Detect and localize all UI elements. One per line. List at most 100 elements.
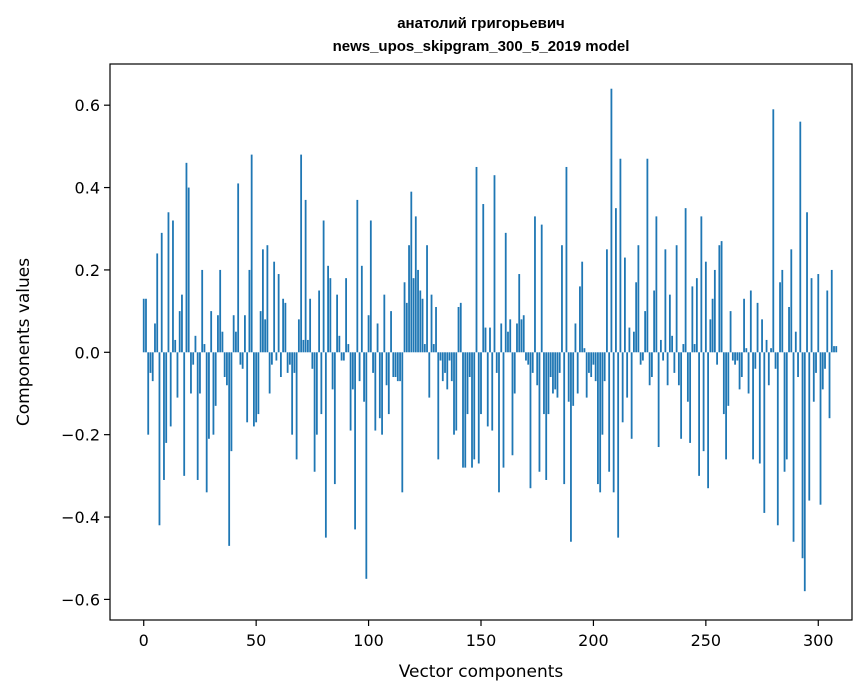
bar bbox=[214, 352, 217, 406]
bar bbox=[689, 352, 692, 443]
bar bbox=[691, 286, 694, 353]
chart-subtitle: news_upos_skipgram_300_5_2019 model bbox=[333, 38, 630, 55]
bar bbox=[223, 352, 226, 378]
bar bbox=[378, 352, 381, 419]
y-tick-label: −0.6 bbox=[61, 590, 100, 609]
bar bbox=[369, 220, 372, 353]
bar bbox=[633, 331, 635, 353]
bar bbox=[336, 294, 338, 353]
bar bbox=[410, 191, 413, 353]
bar bbox=[752, 352, 754, 460]
bar bbox=[473, 352, 476, 460]
bar bbox=[785, 352, 788, 460]
bar bbox=[673, 352, 676, 373]
bar bbox=[756, 302, 759, 353]
bar bbox=[446, 352, 449, 390]
bar bbox=[621, 352, 624, 423]
bar bbox=[653, 290, 656, 353]
bar bbox=[489, 327, 491, 353]
bar bbox=[228, 352, 231, 546]
x-axis-ticks: 0 50 100 150 200 250 300 bbox=[139, 620, 834, 650]
bar bbox=[707, 352, 709, 489]
bar bbox=[237, 183, 240, 353]
bar bbox=[572, 352, 575, 406]
bar bbox=[585, 352, 588, 398]
bar bbox=[176, 352, 179, 398]
bar bbox=[464, 352, 467, 468]
bar bbox=[484, 327, 487, 353]
bar bbox=[387, 352, 390, 415]
bar bbox=[304, 199, 307, 353]
bar bbox=[830, 269, 833, 353]
bar bbox=[360, 265, 363, 353]
bar bbox=[655, 216, 658, 353]
bar bbox=[259, 311, 262, 353]
bar bbox=[273, 261, 276, 353]
bar bbox=[547, 352, 550, 415]
bar bbox=[448, 352, 451, 361]
bar bbox=[212, 352, 215, 435]
bar bbox=[718, 245, 721, 353]
bar bbox=[781, 269, 784, 353]
bar bbox=[675, 245, 678, 353]
bar bbox=[716, 352, 718, 365]
bar bbox=[185, 162, 188, 353]
bar bbox=[738, 352, 741, 390]
bar bbox=[318, 290, 321, 353]
bar bbox=[241, 352, 244, 369]
bar bbox=[385, 352, 388, 386]
bar bbox=[713, 269, 716, 353]
bar bbox=[342, 352, 345, 361]
bar bbox=[617, 352, 620, 538]
bar bbox=[264, 319, 267, 353]
bar bbox=[527, 352, 530, 365]
bar bbox=[794, 331, 797, 353]
bar bbox=[743, 298, 745, 353]
bar bbox=[210, 311, 213, 353]
bar bbox=[498, 352, 500, 493]
bar bbox=[201, 269, 204, 353]
bar bbox=[491, 352, 494, 431]
bar bbox=[322, 220, 325, 353]
bar bbox=[462, 352, 464, 468]
bar bbox=[702, 352, 705, 452]
bar bbox=[797, 352, 799, 378]
bar bbox=[232, 315, 235, 353]
bar bbox=[722, 352, 725, 415]
bar bbox=[244, 315, 246, 353]
x-tick-label: 50 bbox=[246, 631, 266, 650]
bar bbox=[394, 352, 397, 378]
bar bbox=[615, 208, 617, 353]
bar bbox=[194, 335, 197, 353]
bar bbox=[525, 352, 527, 361]
bar bbox=[315, 352, 318, 435]
bar bbox=[711, 298, 714, 353]
bar bbox=[295, 352, 298, 460]
bar bbox=[552, 352, 554, 394]
bar bbox=[329, 278, 332, 353]
bar bbox=[203, 344, 206, 353]
bar bbox=[581, 261, 584, 353]
bar bbox=[151, 352, 154, 382]
bar bbox=[419, 290, 422, 353]
x-tick-label: 250 bbox=[691, 631, 722, 650]
bar bbox=[835, 346, 838, 353]
y-tick-label: 0.2 bbox=[75, 261, 100, 280]
bar bbox=[205, 352, 208, 493]
bar bbox=[183, 352, 186, 476]
bar bbox=[788, 306, 790, 353]
bar bbox=[700, 216, 703, 353]
bar bbox=[421, 298, 424, 353]
bar bbox=[749, 290, 752, 353]
y-tick-label: −0.2 bbox=[61, 426, 100, 445]
bar bbox=[412, 278, 415, 353]
bar bbox=[529, 352, 532, 489]
bar bbox=[511, 352, 514, 456]
bar bbox=[414, 216, 417, 353]
bar bbox=[428, 352, 431, 398]
bar bbox=[824, 352, 826, 369]
bar bbox=[372, 352, 374, 373]
bar bbox=[590, 352, 593, 378]
bar bbox=[561, 245, 563, 353]
bar bbox=[405, 302, 408, 353]
